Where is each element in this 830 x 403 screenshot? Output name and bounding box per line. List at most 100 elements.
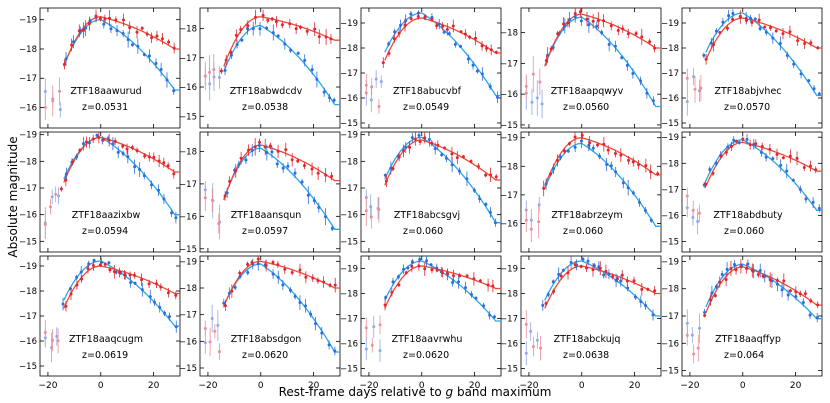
g-band-point <box>792 62 796 66</box>
g-band-point <box>651 99 655 103</box>
r-band-point <box>418 140 422 144</box>
g-band-point <box>133 165 137 169</box>
r-band-point <box>781 156 785 160</box>
y-tick-label: −16 <box>500 219 518 229</box>
g-band-point <box>551 167 555 171</box>
g-band-point <box>306 193 310 197</box>
panel-object-name: ZTF18abckujq <box>554 334 621 345</box>
g-band-point <box>685 321 689 325</box>
r-band-point <box>441 24 445 28</box>
g-band-point <box>379 80 383 84</box>
r-band-point <box>738 15 742 19</box>
panel-object-name: ZTF18aazixbw <box>72 210 141 221</box>
r-band-point <box>397 31 401 35</box>
y-tick-label: −16 <box>19 211 37 221</box>
panel-plot <box>524 132 661 243</box>
y-tick-label: −15 <box>340 365 358 375</box>
x-tick-label: −20 <box>519 381 538 391</box>
r-band-point <box>458 274 462 278</box>
r-band-point <box>256 257 260 261</box>
panel-plot <box>364 132 501 229</box>
g-band-point <box>372 325 376 329</box>
y-tick-label: −18 <box>340 290 358 300</box>
r-band-point <box>383 303 387 307</box>
y-tick-label: −17 <box>500 191 518 201</box>
y-tick-label: −17 <box>500 59 518 69</box>
panel-redshift: z=0.0597 <box>242 226 288 237</box>
g-band-point <box>417 133 421 137</box>
r-band-point <box>121 144 125 148</box>
r-band-point <box>264 264 268 268</box>
r-band-point <box>718 280 722 284</box>
r-band-point <box>711 43 715 47</box>
g-band-point <box>714 29 718 33</box>
r-band-point <box>387 51 391 55</box>
r-band-point <box>602 142 606 146</box>
g-band-point <box>607 42 611 46</box>
y-tick-label: −15 <box>179 112 197 122</box>
r-band-point <box>370 343 374 347</box>
r-band-point <box>769 26 773 30</box>
g-band-point <box>288 288 292 292</box>
g-band-point <box>758 269 762 273</box>
r-band-point <box>364 326 368 330</box>
g-band-point <box>142 53 146 57</box>
g-band-point <box>387 42 391 46</box>
g-band-point <box>303 58 307 62</box>
r-band-point <box>775 279 779 283</box>
g-band-point <box>115 29 119 33</box>
r-band-point <box>316 279 320 283</box>
r-band-point <box>774 29 778 33</box>
g-band-point <box>165 78 169 82</box>
r-band-point <box>465 274 469 278</box>
y-tick-label: −17 <box>19 184 37 194</box>
r-band-point <box>401 149 405 153</box>
panel-object-name: ZTF18aapqwyv <box>551 86 624 97</box>
r-band-point <box>62 62 66 66</box>
y-tick-label: −16 <box>179 337 197 347</box>
panel-plot <box>685 133 822 235</box>
r-band-point <box>128 273 132 277</box>
r-band-point <box>469 159 473 163</box>
g-band-point <box>579 139 583 143</box>
r-band-point <box>51 338 55 342</box>
g-band-point <box>626 286 630 290</box>
r-band-point <box>263 145 267 149</box>
r-band-point <box>803 42 807 46</box>
r-band-point <box>112 270 116 274</box>
panel-ZTF18aansqun: −15 −16 −17 −18 ZTF18aansqun z=0.0597 <box>179 131 341 255</box>
r-band-point <box>468 35 472 39</box>
r-band-point <box>113 139 117 143</box>
g-band-point <box>709 41 713 45</box>
r-band-point <box>761 274 765 278</box>
r-band-point <box>537 220 541 224</box>
r-band-point <box>473 36 477 40</box>
r-band-point <box>803 292 807 296</box>
g-band-point <box>815 316 819 320</box>
r-band-point <box>208 70 212 74</box>
r-band-point <box>606 148 610 152</box>
g-band-point <box>764 30 768 34</box>
y-tick-label: −18 <box>500 290 518 300</box>
g-band-point <box>79 270 83 274</box>
r-band-point <box>768 278 772 282</box>
y-tick-label: −16 <box>340 211 358 221</box>
y-tick-label: −17 <box>340 315 358 325</box>
panel-plot <box>203 256 340 360</box>
r-band-point <box>247 148 251 152</box>
r-band-point <box>524 218 528 222</box>
x-tick-label: −20 <box>198 381 217 391</box>
r-band-point <box>781 32 785 36</box>
g-band-point <box>430 15 434 19</box>
panel-redshift: z=0.060 <box>563 226 603 237</box>
r-band-point <box>463 32 467 36</box>
g-band-point <box>172 89 176 93</box>
y-tick-label: −15 <box>340 119 358 129</box>
r-band-point <box>266 18 270 22</box>
r-band-point <box>162 161 166 165</box>
y-tick-label: −17 <box>340 69 358 79</box>
g-band-point <box>488 313 492 317</box>
r-band-point <box>203 74 207 78</box>
r-band-point <box>294 27 298 31</box>
g-band-fit <box>223 263 340 353</box>
